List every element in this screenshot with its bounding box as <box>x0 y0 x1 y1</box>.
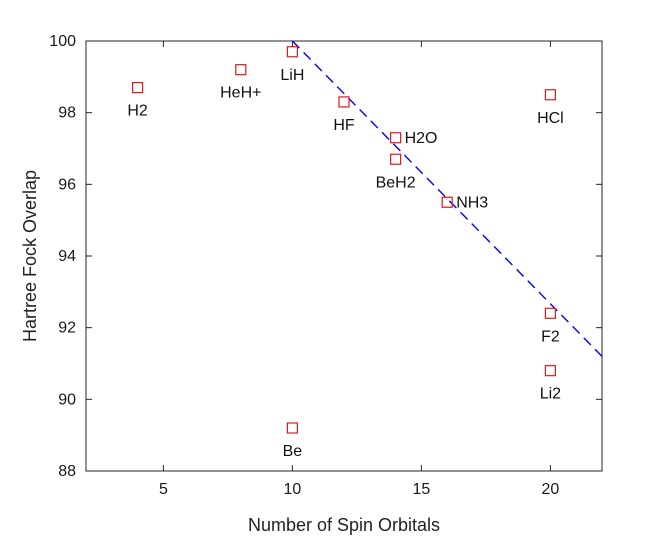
point-marker-li2 <box>544 365 557 377</box>
x-axis-title: Number of Spin Orbitals <box>248 515 440 535</box>
point-label-hcl: HCl <box>537 110 564 127</box>
y-tick-label: 100 <box>49 33 76 50</box>
point-marker-h2 <box>132 81 144 94</box>
point-label-h2: H2 <box>127 103 148 120</box>
point-marker-heh- <box>235 64 247 76</box>
point-label-li2: Li2 <box>540 386 561 403</box>
point-label-be: Be <box>283 443 303 460</box>
y-tick-label: 96 <box>58 176 76 193</box>
point-label-h2o: H2O <box>405 130 438 147</box>
trend-line <box>291 40 603 357</box>
point-label-f2: F2 <box>541 328 560 345</box>
point-label-beh2: BeH2 <box>376 174 416 191</box>
point-marker-hcl <box>544 89 557 101</box>
fit-line-layer <box>291 40 603 357</box>
point-label-nh3: NH3 <box>456 194 488 211</box>
plot-area <box>85 40 603 472</box>
axis-layer: 5 10 15 20 88 90 92 94 96 98 100 Number of Spin Orb… <box>20 33 602 535</box>
x-tick-label: 20 <box>542 481 560 498</box>
y-axis-title: Hartree Fock Overlap <box>20 170 40 342</box>
point-marker-hf <box>338 96 350 108</box>
point-label-heh-: HeH+ <box>220 85 261 102</box>
y-tick-label: 98 <box>58 105 76 122</box>
x-tick-label: 5 <box>159 481 168 498</box>
y-tick-label: 92 <box>58 320 76 337</box>
x-tick-label: 10 <box>284 481 302 498</box>
point-marker-be <box>286 422 298 434</box>
y-tick-label: 90 <box>58 391 76 408</box>
point-marker-nh3 <box>441 196 453 208</box>
point-marker-beh2 <box>390 153 402 165</box>
y-tick-label: 94 <box>58 248 76 265</box>
point-label-hf: HF <box>333 117 355 134</box>
labels-layer: H2 HeH+ LiH Be HF H2O BeH2 NH3 HCl F2 Li2 <box>127 67 563 460</box>
x-tick-label: 15 <box>413 481 431 498</box>
points-layer <box>132 46 557 434</box>
y-tick-label: 88 <box>58 463 76 480</box>
point-marker-h2o <box>390 132 402 144</box>
plot-frame <box>85 40 603 472</box>
point-label-lih: LiH <box>280 67 304 84</box>
point-marker-f2 <box>544 307 557 319</box>
